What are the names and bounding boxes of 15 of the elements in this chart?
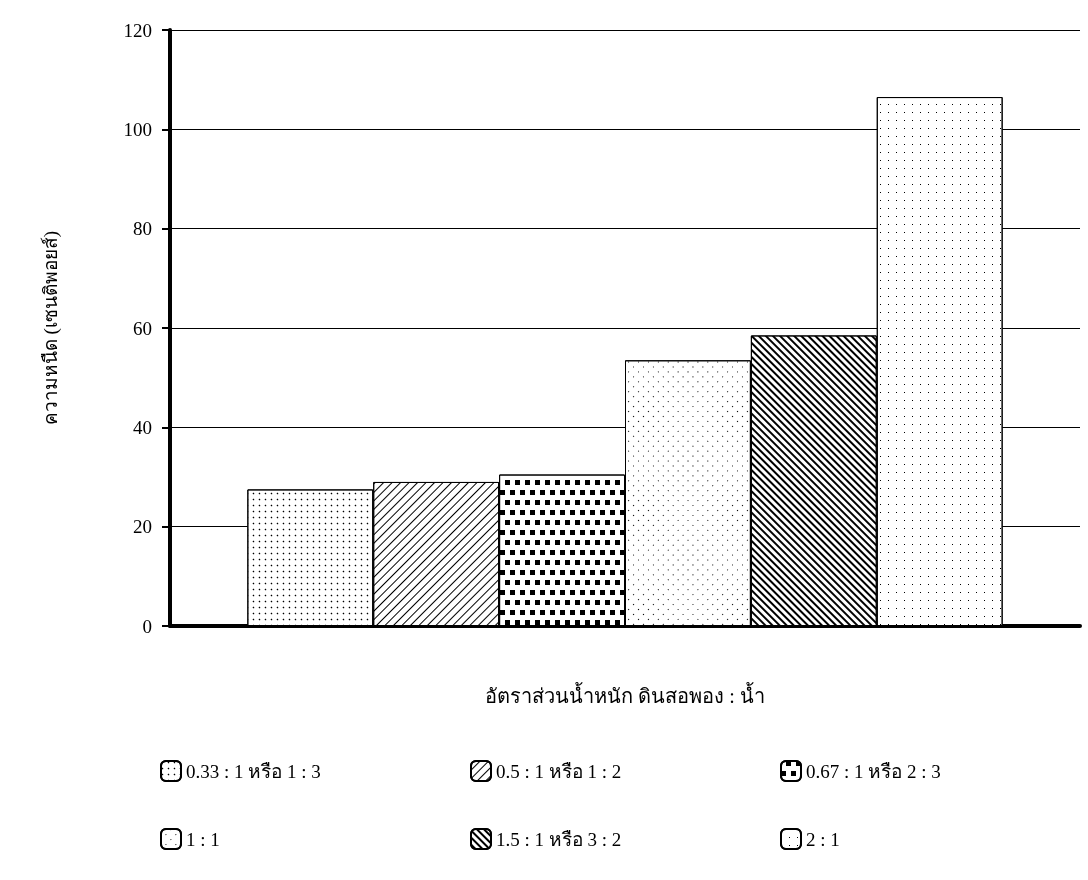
y-tick-label: 40	[133, 416, 152, 438]
y-tick-label: 20	[133, 516, 152, 538]
y-tick-label: 0	[142, 615, 152, 637]
y-tick-label: 60	[133, 317, 152, 339]
legend-label: 2 : 1	[806, 828, 840, 850]
legend-label: 0.5 : 1 หรือ 1 : 2	[496, 760, 622, 782]
legend-label: 0.33 : 1 หรือ 1 : 3	[186, 760, 321, 782]
legend-label: 0.67 : 1 หรือ 2 : 3	[806, 760, 941, 782]
legend-label: 1.5 : 1 หรือ 3 : 2	[496, 828, 622, 850]
y-axis-title: ความหนืด (เซนติพอยส์)	[40, 230, 62, 426]
legend-label: 1 : 1	[186, 828, 220, 850]
y-tick-label: 80	[133, 218, 152, 240]
y-tick-label: 120	[123, 19, 152, 41]
y-tick-label: 100	[123, 118, 152, 140]
x-axis-title: อัตราส่วนน้ำหนัก ดินสอพอง : น้ำ	[485, 682, 765, 707]
